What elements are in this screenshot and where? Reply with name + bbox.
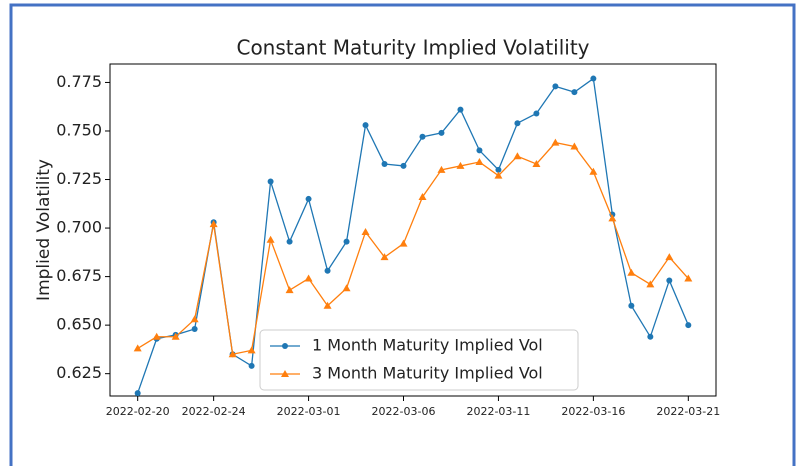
marker xyxy=(589,167,598,175)
marker xyxy=(209,220,218,228)
x-tick-label: 2022-02-20 xyxy=(106,405,170,418)
y-axis-label: Implied Volatility xyxy=(34,159,54,301)
marker xyxy=(342,284,351,292)
marker xyxy=(400,162,407,169)
marker xyxy=(665,253,674,261)
marker xyxy=(570,142,579,150)
marker xyxy=(456,161,465,169)
legend-label: 1 Month Maturity Implied Vol xyxy=(312,336,543,355)
marker xyxy=(247,346,256,354)
legend-label: 3 Month Maturity Implied Vol xyxy=(312,364,543,383)
marker xyxy=(475,158,484,166)
marker xyxy=(191,326,198,333)
marker xyxy=(133,344,142,352)
marker xyxy=(228,350,237,358)
marker xyxy=(438,129,445,136)
marker xyxy=(684,274,693,282)
marker xyxy=(361,227,370,235)
marker xyxy=(380,253,389,261)
y-tick-label: 0.650 xyxy=(56,315,102,334)
marker xyxy=(666,277,673,284)
marker xyxy=(399,239,408,247)
marker xyxy=(646,280,655,288)
y-tick-label: 0.725 xyxy=(56,169,102,188)
marker xyxy=(304,274,313,282)
series-line xyxy=(137,141,689,356)
marker xyxy=(494,171,503,179)
chart-title: Constant Maturity Implied Volatility xyxy=(236,36,589,60)
legend: 1 Month Maturity Implied Vol 3 Month Matu… xyxy=(259,329,579,391)
y-tick-label: 0.775 xyxy=(56,72,102,91)
marker xyxy=(552,83,559,90)
marker xyxy=(551,138,560,146)
marker xyxy=(324,267,331,274)
legend-box xyxy=(259,329,579,391)
marker xyxy=(266,235,275,243)
marker xyxy=(152,332,161,340)
x-tick-label: 2022-03-06 xyxy=(372,405,436,418)
marker xyxy=(495,166,502,173)
marker xyxy=(627,268,636,276)
marker xyxy=(457,106,464,113)
marker xyxy=(685,322,692,329)
marker xyxy=(171,332,180,340)
y-tick-label: 0.675 xyxy=(56,266,102,285)
marker xyxy=(343,238,350,245)
legend-marker xyxy=(281,370,289,377)
marker xyxy=(647,333,654,340)
x-tick-label: 2022-03-11 xyxy=(466,405,530,418)
legend-marker xyxy=(282,343,288,349)
marker xyxy=(381,160,388,167)
marker xyxy=(419,133,426,140)
marker xyxy=(305,195,312,202)
marker xyxy=(418,192,427,200)
marker xyxy=(190,315,199,323)
plot-frame xyxy=(109,63,717,397)
marker xyxy=(533,110,540,117)
marker xyxy=(590,75,597,82)
x-tick-label: 2022-03-16 xyxy=(561,405,625,418)
marker xyxy=(248,362,255,369)
marker xyxy=(628,302,635,309)
marker xyxy=(134,390,141,397)
marker xyxy=(532,159,541,167)
marker xyxy=(514,120,521,127)
frame xyxy=(9,3,796,466)
y-tick-label: 0.625 xyxy=(56,363,102,382)
marker xyxy=(362,122,369,129)
y-tick-label: 0.700 xyxy=(56,218,102,237)
marker xyxy=(608,214,617,222)
marker xyxy=(437,165,446,173)
marker xyxy=(476,147,483,154)
marker xyxy=(267,178,274,185)
marker xyxy=(285,286,294,294)
marker xyxy=(513,152,522,160)
marker xyxy=(286,238,293,245)
marker xyxy=(571,89,578,96)
marker xyxy=(323,301,332,309)
x-tick-label: 2022-02-24 xyxy=(182,405,246,418)
x-tick-label: 2022-03-01 xyxy=(277,405,341,418)
y-tick-label: 0.750 xyxy=(56,120,102,139)
x-tick-label: 2022-03-21 xyxy=(656,405,720,418)
